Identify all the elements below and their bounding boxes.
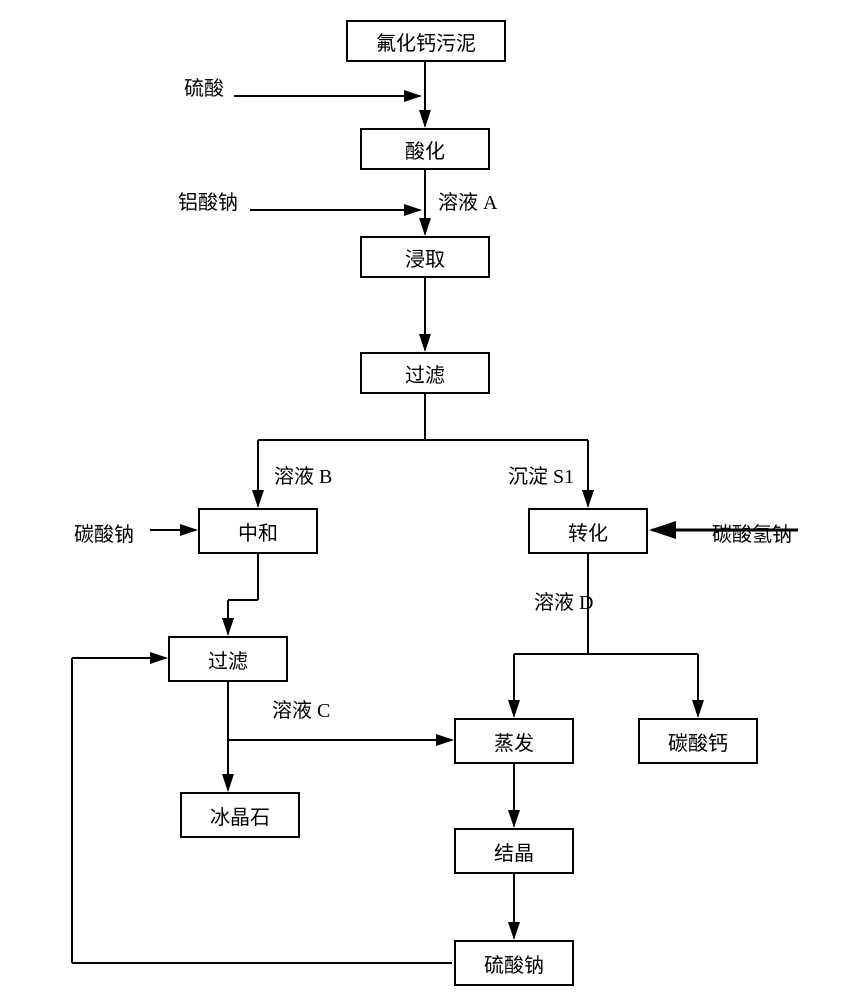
label-sulfuric-acid: 硫酸	[184, 72, 224, 101]
node-filter-2: 过滤	[168, 636, 288, 682]
node-leaching: 浸取	[360, 236, 490, 278]
node-acidification: 酸化	[360, 128, 490, 170]
label-sodium-aluminate: 铝酸钠	[178, 186, 238, 215]
node-evaporate: 蒸发	[454, 718, 574, 764]
node-cryolite: 冰晶石	[180, 792, 300, 838]
label-solution-d: 溶液 D	[534, 586, 593, 615]
label-sodium-bicarbonate: 碳酸氢钠	[712, 518, 792, 547]
label-solution-b: 溶液 B	[274, 460, 332, 489]
label-sodium-carbonate: 碳酸钠	[74, 518, 134, 547]
node-sodium-sulfate: 硫酸钠	[454, 940, 574, 986]
label-solution-a: 溶液 A	[438, 186, 497, 215]
node-neutralize: 中和	[198, 508, 318, 554]
node-calcium-carbonate: 碳酸钙	[638, 718, 758, 764]
label-solution-c: 溶液 C	[272, 694, 330, 723]
node-convert: 转化	[528, 508, 648, 554]
node-calcium-fluoride-sludge: 氟化钙污泥	[346, 20, 506, 62]
node-filter-1: 过滤	[360, 352, 490, 394]
node-crystallize: 结晶	[454, 828, 574, 874]
label-precipitate-s1: 沉淀 S1	[508, 460, 574, 489]
